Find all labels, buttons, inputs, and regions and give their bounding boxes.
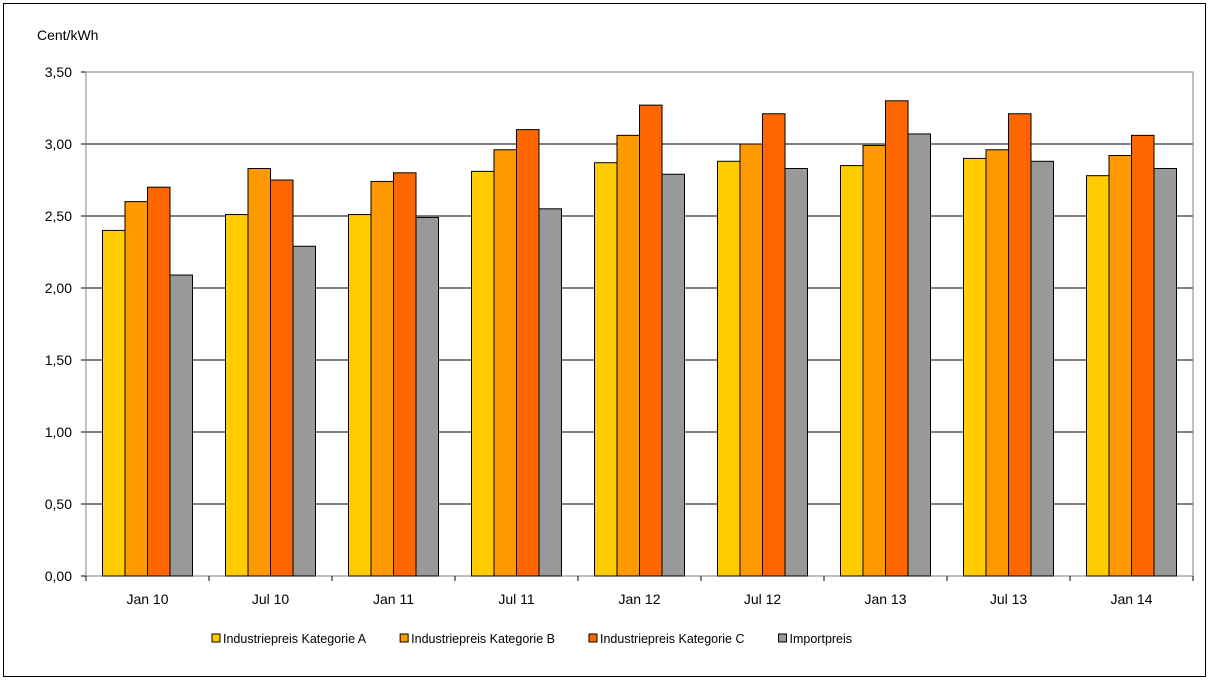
bar-4 — [292, 245, 316, 577]
y-tick-label: 1,00 — [45, 424, 72, 440]
y-axis-label: Cent/kWh — [37, 27, 98, 43]
bar-3 — [1008, 113, 1032, 577]
bar-2 — [985, 149, 1009, 577]
bar-1 — [963, 157, 987, 577]
x-tick-label: Jul 11 — [498, 591, 535, 607]
bar-4 — [169, 274, 193, 577]
bar-1 — [225, 214, 249, 577]
y-tick-label: 3,00 — [45, 136, 72, 152]
bar-3 — [762, 113, 786, 577]
legend-swatch — [778, 633, 788, 643]
bar-4 — [1153, 167, 1177, 577]
bar-4 — [538, 208, 562, 577]
legend-label: Industriepreis Kategorie B — [411, 632, 555, 646]
bar-1 — [594, 162, 618, 577]
bar-2 — [247, 167, 271, 577]
bar-2 — [862, 144, 886, 577]
bar-1 — [348, 214, 372, 577]
legend-swatch — [211, 633, 221, 643]
bar-3 — [393, 172, 417, 577]
y-tick-label: 0,00 — [45, 568, 72, 584]
y-tick-label: 0,50 — [45, 496, 72, 512]
bar-1 — [471, 170, 495, 577]
bar-3 — [639, 104, 663, 577]
bar-1 — [1086, 175, 1110, 577]
bar-1 — [102, 229, 126, 577]
bar-2 — [370, 180, 394, 577]
bar-4 — [1030, 160, 1054, 577]
legend-swatch — [588, 633, 598, 643]
bar-1 — [717, 160, 741, 577]
y-tick-label: 2,50 — [45, 208, 72, 224]
x-tick-label: Jan 13 — [864, 591, 906, 607]
bar-2 — [493, 149, 517, 577]
x-tick-label: Jan 14 — [1110, 591, 1152, 607]
legend: Industriepreis Kategorie A Industriepreis… — [211, 632, 853, 646]
bar-3 — [1131, 134, 1155, 577]
bar-2 — [1108, 155, 1132, 577]
bar-2 — [124, 201, 148, 577]
bar-3 — [270, 179, 294, 577]
x-tick-label: Jul 13 — [990, 591, 1028, 607]
bar-4 — [907, 133, 931, 577]
bar-1 — [840, 165, 864, 577]
bars — [102, 100, 1177, 577]
x-tick-label: Jan 10 — [126, 591, 168, 607]
bar-4 — [415, 216, 439, 577]
bar-4 — [784, 167, 808, 577]
x-tick-label: Jul 12 — [744, 591, 782, 607]
legend-label: Industriepreis Kategorie C — [600, 632, 745, 646]
x-tick-label: Jul 10 — [252, 591, 290, 607]
bar-2 — [739, 143, 763, 577]
y-tick-label: 2,00 — [45, 280, 72, 296]
y-tick-labels: 0,00 0,50 1,00 1,50 2,00 2,50 3,00 3,50 — [45, 64, 72, 584]
bar-3 — [885, 100, 909, 577]
y-tick-label: 1,50 — [45, 352, 72, 368]
x-tick-labels: Jan 10 Jul 10 Jan 11 Jul 11 Jan 12 Jul 12 Jan … — [85, 576, 1194, 607]
bar-2 — [616, 134, 640, 577]
bar-4 — [661, 173, 685, 577]
x-tick-label: Jan 12 — [618, 591, 660, 607]
legend-swatch — [399, 633, 409, 643]
legend-label: Importpreis — [790, 632, 853, 646]
bar-3 — [147, 186, 171, 577]
x-tick-label: Jan 11 — [373, 591, 414, 607]
y-tick-label: 3,50 — [45, 64, 72, 80]
legend-label: Industriepreis Kategorie A — [223, 632, 367, 646]
bar-3 — [516, 129, 540, 577]
